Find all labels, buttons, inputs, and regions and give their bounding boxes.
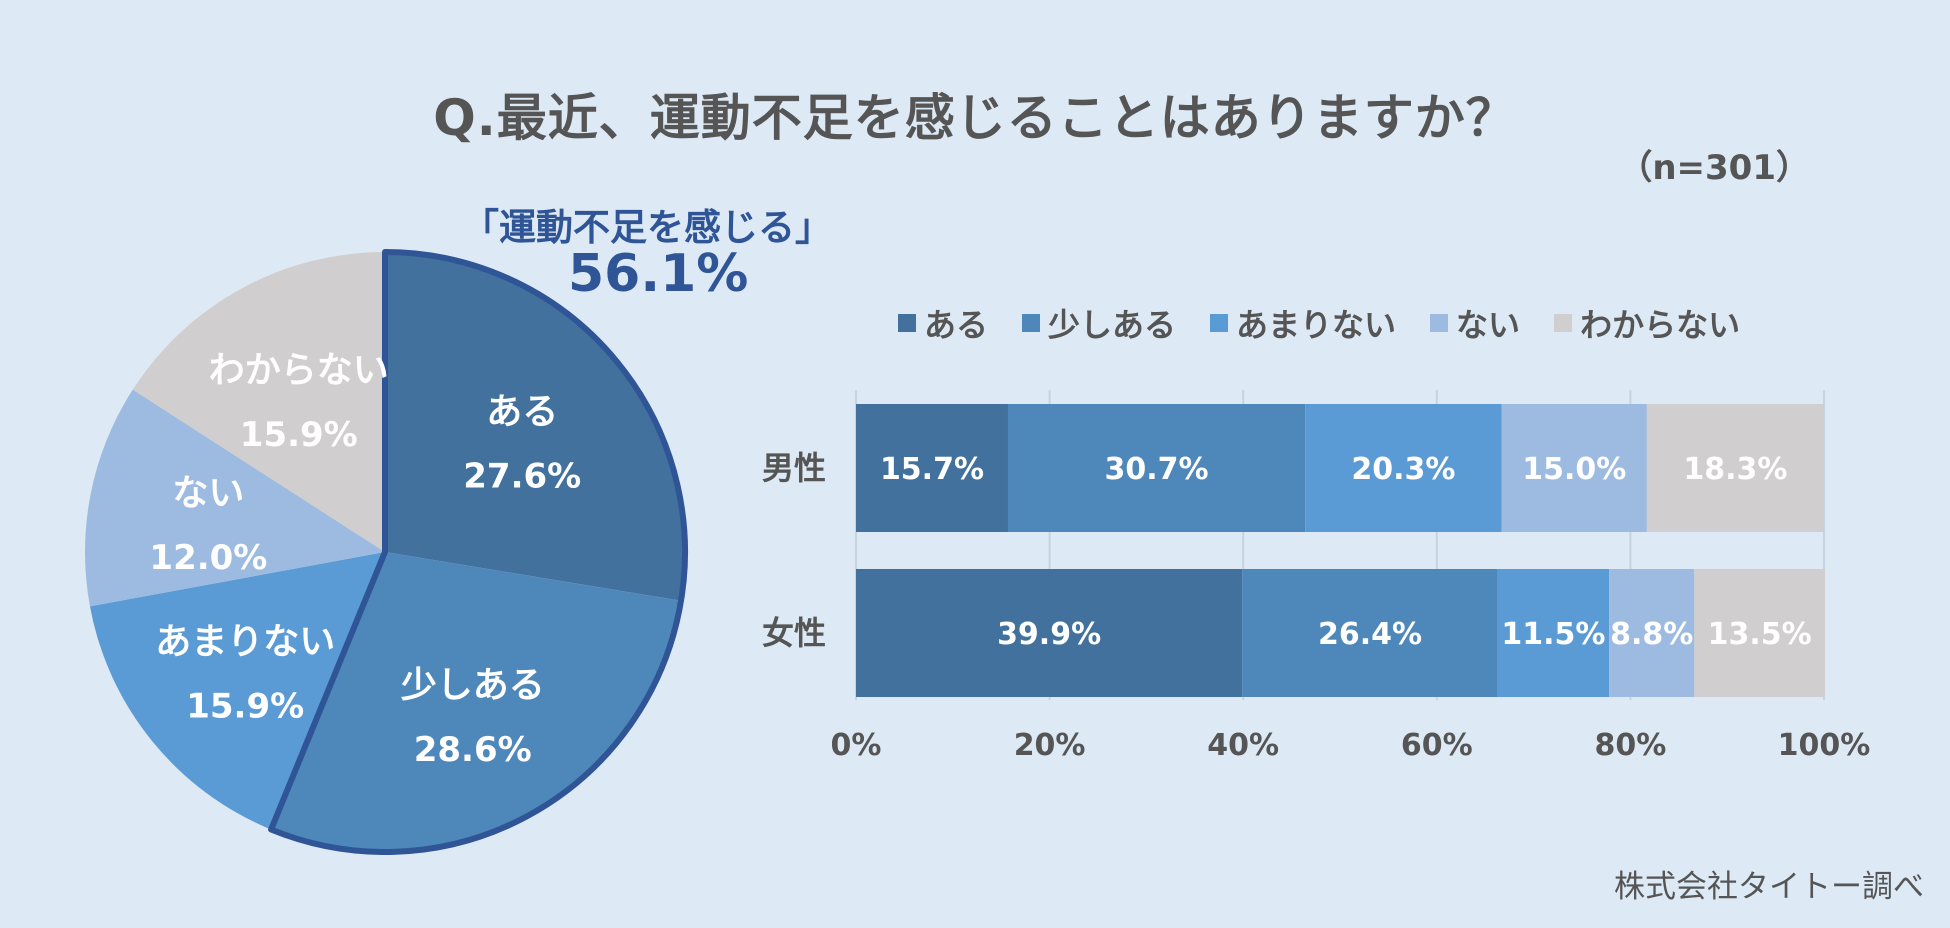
bar-segment-female [1497,569,1610,697]
bar-segment-female [1242,569,1498,697]
x-tick-label: 0% [831,728,882,763]
bar-value-label: 30.7% [1105,452,1209,487]
pie-slice-amari-nai [89,552,386,830]
x-tick-label: 20% [1014,728,1086,763]
bar-value-label: 39.9% [997,617,1101,652]
pie-label-aru: ある [486,392,558,433]
x-tick-label: 40% [1207,728,1279,763]
highlight-value: 56.1% [568,244,749,304]
bar-value-label: 11.5% [1501,617,1605,652]
bar-value-label: 18.3% [1683,452,1787,487]
bar-segment-male [1501,404,1647,532]
bar-value-label: 20.3% [1351,452,1455,487]
legend-item-wakaranai: わからない [1554,300,1740,346]
bar-value-label: 15.7% [880,452,984,487]
pie-slice-nai [84,389,385,607]
legend-swatch-aru [898,314,916,332]
x-tick-label: 60% [1401,728,1473,763]
pie-highlight-outline [268,249,688,855]
pie-label-wakaranai: わからない [209,350,389,391]
legend-label-amari-nai: あまりない [1236,306,1397,344]
legend-swatch-amari-nai [1210,314,1229,332]
bar-segment-male [856,404,1008,532]
legend-item-amari-nai: あまりない [1210,300,1396,346]
legend-item-sukoshi-aru: 少しある [1022,300,1176,346]
bar-segment-male [1646,404,1824,532]
credit-text: 株式会社タイトー調べ [1614,869,1924,905]
chart-title: Q.最近、運動不足を感じることはありますか？ [433,89,1517,147]
pie-slice-aru [385,252,685,601]
category-label-female: 女性 [762,614,826,652]
bar-segment-female [856,569,1243,697]
bar-value-label: 26.4% [1318,617,1422,652]
pie-label-sukoshi-aru: 少しある [401,665,545,706]
x-tick-label: 100% [1778,728,1871,763]
legend-label-aru: ある [924,306,989,344]
legend-item-nai: ない [1430,300,1520,346]
bar-segment-female [1609,569,1695,697]
bar-segment-male [1007,404,1306,532]
pie-value-amari-nai: 15.9% [186,686,304,726]
bar-segment-female [1694,569,1825,697]
legend-label-wakaranai: わからない [1580,306,1741,344]
pie-label-amari-nai: あまりない [155,621,335,662]
pie-slice-sukoshi-aru [271,552,682,852]
legend-swatch-sukoshi-aru [1022,314,1041,332]
highlight-label: 「運動不足を感じる」 [462,206,832,249]
legend-swatch-wakaranai [1554,314,1573,332]
legend-label-sukoshi-aru: 少しある [1048,306,1177,344]
bar-value-label: 15.0% [1522,452,1626,487]
pie-label-nai: ない [172,473,244,514]
sample-size: （n=301） [1618,148,1810,188]
bar-value-label: 13.5% [1708,617,1812,652]
bar-segment-male [1305,404,1502,532]
pie-slice-wakaranai [132,252,385,552]
legend-item-aru: ある [898,300,988,346]
legend-label-nai: ない [1456,306,1521,344]
pie-value-wakaranai: 15.9% [240,415,358,455]
x-tick-label: 80% [1594,728,1666,763]
bar-value-label: 8.8% [1610,617,1693,652]
pie-value-aru: 27.6% [463,457,581,497]
bar-legend: ある 少しある あまりない ない わからない [898,300,1740,346]
pie-value-nai: 12.0% [149,538,267,578]
legend-swatch-nai [1430,314,1449,332]
pie-value-sukoshi-aru: 28.6% [414,730,532,770]
category-label-male: 男性 [762,449,826,487]
